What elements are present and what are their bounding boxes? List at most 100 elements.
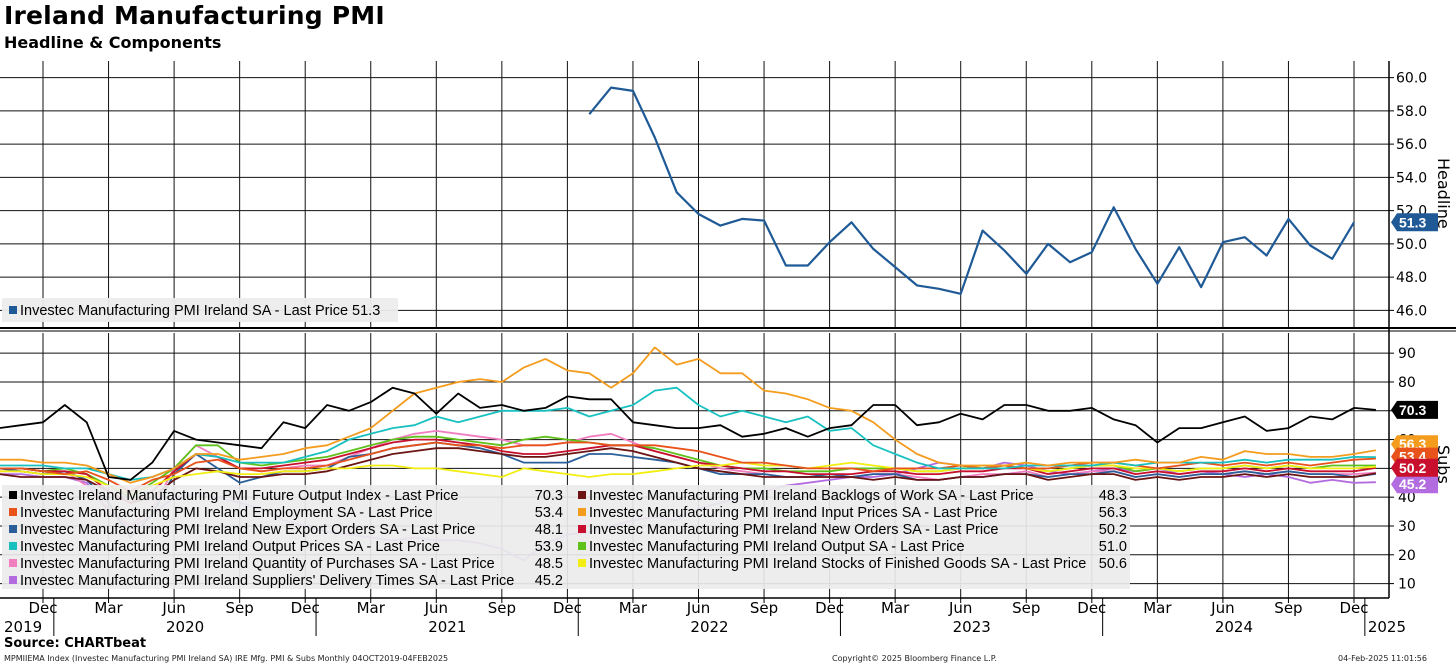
legend-label: Investec Manufacturing PMI Ireland Backl… [589,488,1034,504]
ytick-label-top: 48.0 [1396,270,1427,286]
series-line-subs [0,438,1377,504]
legend-swatch [9,576,17,584]
ylabel-headline: Headline [1434,158,1453,229]
legend-swatch [9,559,17,567]
xtick-label-year: 2019 [4,618,42,636]
xtick-label-month: Dec [28,599,57,617]
legend-last-value: 50.2 [1099,522,1127,538]
legend-last-value: 45.2 [535,573,563,589]
series-line-subs [0,461,1376,496]
headline-series [588,86,1355,295]
legend-swatch [578,525,586,533]
xtick-label-month: Mar [94,599,123,617]
legend-label: Investec Manufacturing PMI Ireland Emplo… [20,505,433,521]
legend-label: Investec Manufacturing PMI Ireland New E… [20,522,475,538]
ytick-label-bottom: 40 [1398,490,1416,506]
ytick-label-top: 46.0 [1396,303,1427,319]
legend-label: Investec Manufacturing PMI Ireland Suppl… [20,573,514,589]
last-tag-headline-text: 51.3 [1399,214,1426,230]
series-line-subs [0,346,1377,484]
ytick-label-bottom: 10 [1398,577,1416,593]
ytick-label-top: 58.0 [1396,104,1427,120]
series-line-subs [0,441,1376,493]
legend-label: Investec Manufacturing PMI Ireland Outpu… [20,539,440,555]
legend-label: Investec Manufacturing PMI Ireland Input… [589,505,998,521]
xtick-label-month: Jun [161,599,185,617]
legend-last-value: 53.9 [535,539,563,555]
legend-swatch [9,525,17,533]
last-tag-future-output-text: 70.3 [1399,402,1426,418]
xtick-label-month: Mar [619,599,648,617]
legend-last-value: 48.3 [1099,488,1127,504]
legend-last-value: 48.1 [535,522,563,538]
last-tag-headline [1391,213,1438,232]
xtick-label-month: Dec [1077,599,1106,617]
xtick-label-month: Mar [357,599,386,617]
ytick-label-bottom: 80 [1398,375,1416,391]
xtick-label-year: 2020 [166,618,204,636]
legend-swatch [578,491,586,499]
legend-label: Investec Manufacturing PMI Ireland Quant… [20,556,495,572]
chart-subtitle: Headline & Components [4,33,222,52]
subs-legend: Investec Ireland Manufacturing PMI Futur… [2,485,1130,589]
xtick-label-month: Mar [1143,599,1172,617]
xtick-label-month: Sep [1012,599,1040,617]
legend-swatch [9,542,17,550]
legend-box-headline [2,298,398,322]
legend-last-value: 70.3 [535,488,563,504]
series-line-subs [0,435,1376,499]
footer-right: 04-Feb-2025 11:01:56 [1338,654,1427,663]
xtick-label-year: 2024 [1215,618,1253,636]
legend-label: Investec Manufacturing PMI Ireland New O… [589,522,998,538]
last-tag-future-output [1391,400,1438,419]
legend-last-value: 48.5 [535,556,563,572]
legend-last-value: 50.6 [1099,556,1127,572]
legend-label: Investec Ireland Manufacturing PMI Futur… [20,488,458,504]
last-tag-delivery-text: 45.2 [1399,476,1426,492]
ylabel-subs: Subs [1434,445,1453,484]
ytick-label-top: 60.0 [1396,71,1427,87]
ytick-label-top: 54.0 [1396,170,1427,186]
xtick-label-month: Dec [815,599,844,617]
xtick-label-month: Dec [553,599,582,617]
xtick-label-year: 2023 [953,618,991,636]
xtick-label-month: Sep [750,599,778,617]
legend-label: Investec Manufacturing PMI Ireland Stock… [589,556,1086,572]
legend-text-headline: Investec Manufacturing PMI Ireland SA - … [20,303,380,319]
footer-left: MPMIIEMA Index (Investec Manufacturing P… [4,654,449,663]
ytick-label-top: 56.0 [1396,137,1427,153]
series-line-headline [588,86,1355,295]
xtick-label-month: Sep [488,599,516,617]
source-note: Source: CHARTbeat [4,636,147,651]
legend-last-value: 51.0 [1099,539,1127,555]
xtick-label-month: Mar [881,599,910,617]
last-tag-delivery [1391,475,1438,494]
xtick-label-year: 2025 [1368,618,1406,636]
last-tag-new-orders-text: 50.2 [1399,460,1426,476]
series-line-subs [0,386,1376,481]
legend-box-subs [2,485,1130,589]
legend-swatch [578,542,586,550]
xtick-label-month: Sep [1274,599,1302,617]
legend-swatch [9,491,17,499]
legend-swatch-headline [9,306,17,314]
ytick-label-top: 50.0 [1396,237,1427,253]
legend-last-value: 53.4 [535,505,563,521]
xtick-label-year: 2021 [428,618,466,636]
xtick-label-year: 2022 [690,618,728,636]
series-line-subs [0,447,1377,504]
legend-swatch [578,508,586,516]
headline-legend: Investec Manufacturing PMI Ireland SA - … [2,298,398,322]
xtick-label-month: Jun [1210,599,1234,617]
ytick-label-bottom: 90 [1398,346,1416,362]
xtick-label-month: Jun [686,599,710,617]
xtick-label-month: Dec [291,599,320,617]
legend-label: Investec Manufacturing PMI Ireland Outpu… [589,539,965,555]
footer-center: Copyright© 2025 Bloomberg Finance L.P. [832,654,997,663]
xtick-label-month: Jun [424,599,448,617]
legend-last-value: 56.3 [1099,505,1127,521]
last-value-labels: 56.353.445.250.270.351.3 [1391,213,1438,494]
ytick-label-bottom: 20 [1398,548,1416,564]
legend-swatch [9,508,17,516]
